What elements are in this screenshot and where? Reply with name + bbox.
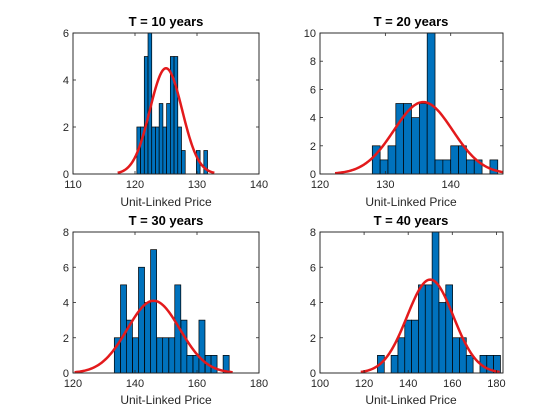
histogram-bar bbox=[181, 150, 186, 175]
histogram-bar bbox=[144, 302, 152, 374]
x-tick-label: 180 bbox=[250, 378, 268, 390]
y-tick-label: 2 bbox=[63, 122, 69, 134]
histogram-bar bbox=[424, 284, 433, 374]
y-tick-label: 8 bbox=[310, 56, 316, 68]
x-axis-label: Unit-Linked Price bbox=[120, 195, 212, 209]
panel-t10: T = 10 years Unit-Linked Price 110 120 130… bbox=[63, 14, 268, 209]
histogram-bar bbox=[162, 126, 167, 175]
histogram-bar bbox=[397, 337, 406, 374]
y-tick-label: 0 bbox=[310, 368, 316, 380]
x-tick-label: 120 bbox=[355, 378, 373, 390]
histogram-bar bbox=[158, 103, 164, 175]
histogram-bar bbox=[395, 103, 405, 175]
histogram-bar bbox=[465, 355, 474, 374]
chart-title: T = 40 years bbox=[374, 213, 449, 228]
x-tick-label: 180 bbox=[487, 378, 505, 390]
histogram-bar bbox=[442, 159, 452, 175]
normal-fit-curve bbox=[117, 67, 215, 175]
chart-title: T = 20 years bbox=[374, 14, 449, 29]
y-tick-label: 4 bbox=[63, 298, 69, 310]
histogram-bar bbox=[156, 337, 164, 374]
x-tick-label: 160 bbox=[443, 378, 461, 390]
histogram-bar bbox=[168, 337, 176, 374]
y-tick-label: 4 bbox=[63, 75, 69, 87]
histogram-bar bbox=[404, 319, 412, 374]
y-tick-label: 6 bbox=[63, 262, 69, 274]
y-tick-label: 8 bbox=[63, 227, 69, 239]
histogram-bar bbox=[466, 159, 475, 175]
chart-title: T = 10 years bbox=[129, 14, 204, 29]
y-tick-label: 10 bbox=[304, 28, 316, 40]
chart-title: T = 30 years bbox=[129, 213, 204, 228]
histogram-bar bbox=[192, 355, 200, 374]
histogram-bar bbox=[155, 126, 160, 175]
axes-frame bbox=[72, 32, 260, 175]
x-tick-label: 140 bbox=[442, 179, 460, 191]
y-tick-label: 2 bbox=[310, 333, 316, 345]
y-tick-label: 0 bbox=[310, 169, 316, 181]
normal-fit-curve bbox=[74, 299, 233, 374]
histogram-bar bbox=[177, 126, 182, 175]
x-axis-label: Unit-Linked Price bbox=[120, 393, 212, 407]
histogram-bar bbox=[418, 103, 428, 175]
histogram-bar bbox=[132, 337, 139, 374]
x-tick-label: 100 bbox=[311, 378, 329, 390]
histogram-bar bbox=[198, 319, 206, 374]
histogram-bar bbox=[450, 145, 459, 175]
histogram-bar bbox=[138, 266, 145, 374]
histogram-bar bbox=[431, 231, 440, 374]
histogram-bar bbox=[458, 145, 467, 175]
x-tick-label: 140 bbox=[250, 179, 268, 191]
panel-t40: T = 40 years Unit-Linked Price 100 120 140… bbox=[310, 213, 506, 407]
x-tick-label: 120 bbox=[126, 179, 144, 191]
x-axis-label: Unit-Linked Price bbox=[365, 393, 457, 407]
y-tick-label: 6 bbox=[310, 84, 316, 96]
x-tick-label: 130 bbox=[376, 179, 394, 191]
axes-frame bbox=[319, 32, 504, 175]
y-tick-label: 6 bbox=[63, 28, 69, 40]
x-tick-label: 140 bbox=[399, 378, 417, 390]
x-tick-label: 130 bbox=[188, 179, 206, 191]
histogram-bar bbox=[180, 319, 188, 374]
x-tick-label: 120 bbox=[311, 179, 329, 191]
histogram-bar bbox=[411, 117, 420, 175]
y-tick-label: 4 bbox=[310, 298, 316, 310]
x-axis-label: Unit-Linked Price bbox=[365, 195, 457, 209]
x-tick-label: 160 bbox=[188, 378, 206, 390]
histogram-bar bbox=[452, 337, 460, 374]
histogram-bar bbox=[120, 284, 127, 374]
histogram-bar bbox=[162, 337, 170, 374]
histogram-bar bbox=[390, 355, 399, 374]
x-tick-label: 110 bbox=[64, 179, 82, 191]
normal-fit-curve bbox=[360, 278, 500, 374]
y-tick-label: 2 bbox=[63, 333, 69, 345]
panel-t30: T = 30 years Unit-Linked Price 120 140 160… bbox=[63, 213, 268, 407]
y-tick-label: 2 bbox=[310, 141, 316, 153]
histogram-bar bbox=[186, 355, 194, 374]
y-tick-label: 6 bbox=[310, 262, 316, 274]
histogram-bar bbox=[411, 319, 419, 374]
x-tick-label: 120 bbox=[64, 378, 82, 390]
normal-fit-curve bbox=[334, 100, 504, 175]
histogram-bar bbox=[418, 284, 426, 374]
histogram-bar bbox=[438, 302, 447, 374]
y-tick-label: 8 bbox=[310, 227, 316, 239]
histogram-bar bbox=[210, 355, 218, 374]
y-tick-label: 0 bbox=[63, 169, 69, 181]
histogram-bar bbox=[387, 145, 397, 175]
histogram-bar bbox=[173, 56, 179, 175]
x-tick-label: 140 bbox=[126, 378, 144, 390]
panel-t20: T = 20 years Unit-Linked Price 120 130 140… bbox=[304, 14, 504, 209]
histogram-bar bbox=[379, 159, 389, 175]
y-tick-label: 4 bbox=[310, 113, 316, 125]
histogram-bar bbox=[166, 103, 171, 175]
histogram-bar bbox=[434, 159, 444, 175]
histogram-bar bbox=[151, 126, 156, 175]
histogram-bar bbox=[150, 249, 157, 374]
y-tick-label: 0 bbox=[63, 368, 69, 380]
